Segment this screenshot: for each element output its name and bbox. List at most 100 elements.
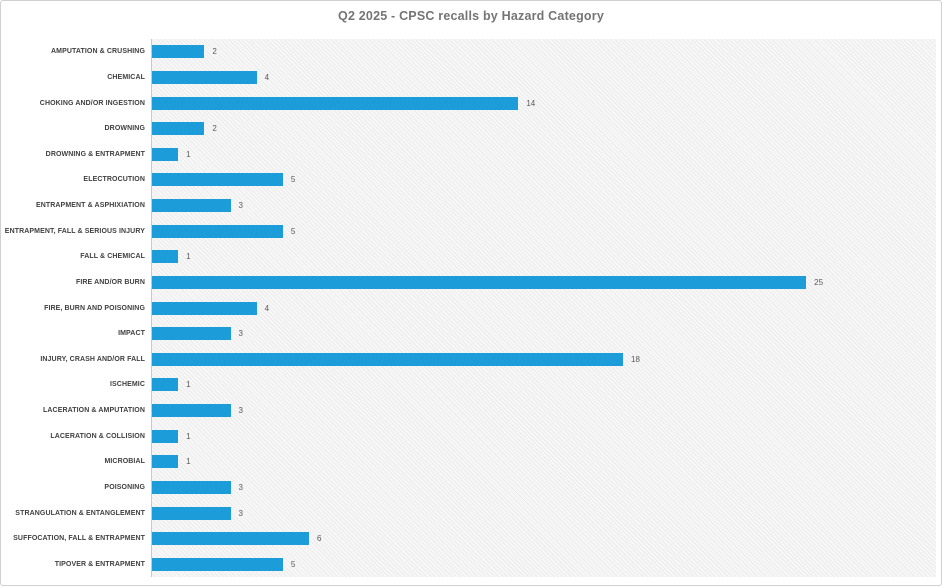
value-label: 4 xyxy=(264,72,270,82)
category-row: STRANGULATION & ENTANGLEMENT xyxy=(7,500,145,526)
category-row: TIPOVER & ENTRAPMENT xyxy=(7,552,145,578)
category-row: ENTRAPMENT & ASPHIXIATION xyxy=(7,193,145,219)
bar xyxy=(152,429,179,443)
bar xyxy=(152,557,283,571)
category-row: LACERATION & COLLISION xyxy=(7,423,145,449)
category-row: INJURY, CRASH AND/OR FALL xyxy=(7,347,145,373)
value-label: 1 xyxy=(186,252,191,262)
value-label: 3 xyxy=(238,508,243,518)
category-label: ENTRAPMENT, FALL & SERIOUS INJURY xyxy=(4,227,145,235)
chart-title: Q2 2025 - CPSC recalls by Hazard Categor… xyxy=(338,9,604,23)
bar xyxy=(152,96,519,110)
category-row: POISONING xyxy=(7,475,145,501)
category-row: FALL & CHEMICAL xyxy=(7,244,145,270)
value-label: 14 xyxy=(526,98,536,108)
category-label: FIRE AND/OR BURN xyxy=(75,278,145,286)
bar-row: 3 xyxy=(152,398,936,424)
bar-row: 1 xyxy=(152,142,936,168)
category-label: ELECTROCUTION xyxy=(83,176,145,184)
bar-row: 3 xyxy=(152,475,936,501)
category-row: FIRE, BURN AND POISONING xyxy=(7,295,145,321)
bar-row: 1 xyxy=(152,449,936,475)
bar xyxy=(152,70,257,84)
bar xyxy=(152,352,623,366)
bar-row: 3 xyxy=(152,500,936,526)
bar-row: 2 xyxy=(152,116,936,142)
bar-row: 1 xyxy=(152,244,936,270)
category-label: POISONING xyxy=(104,483,145,491)
value-label: 18 xyxy=(631,354,640,364)
bar xyxy=(152,122,205,136)
bar xyxy=(152,455,179,469)
bar-row: 25 xyxy=(152,270,936,296)
bar-row: 1 xyxy=(152,372,936,398)
plot-area: 2 4 14 2 1 5 3 5 1 25 4 3 18 1 3 1 1 3 3 6 5 xyxy=(151,39,936,577)
bar xyxy=(152,506,231,520)
category-row: ELECTROCUTION xyxy=(7,167,145,193)
bar xyxy=(152,250,179,264)
category-label: MICROBIAL xyxy=(104,458,145,466)
category-label: ENTRAPMENT & ASPHIXIATION xyxy=(35,202,145,210)
category-row: AMPUTATION & CRUSHING xyxy=(7,39,145,65)
bar xyxy=(152,327,231,341)
value-label: 3 xyxy=(238,406,243,416)
bar-row: 18 xyxy=(152,347,936,373)
value-label: 1 xyxy=(186,149,191,159)
bar xyxy=(152,45,205,59)
bar-row: 5 xyxy=(152,167,936,193)
category-label: FALL & CHEMICAL xyxy=(80,253,145,261)
category-row: DROWNING xyxy=(7,116,145,142)
bar xyxy=(152,532,309,546)
category-row: IMPACT xyxy=(7,321,145,347)
category-row: MICROBIAL xyxy=(7,449,145,475)
bar-row: 2 xyxy=(152,39,936,65)
value-label: 3 xyxy=(238,329,243,339)
category-label: CHOKING AND/OR INGESTION xyxy=(39,99,145,107)
value-label: 3 xyxy=(238,201,243,211)
bar xyxy=(152,173,283,187)
category-row: SUFFOCATION, FALL & ENTRAPMENT xyxy=(7,526,145,552)
value-label: 3 xyxy=(238,482,243,492)
category-axis: AMPUTATION & CRUSHING CHEMICAL CHOKING AND… xyxy=(4,39,145,578)
category-row: LACERATION & AMPUTATION xyxy=(7,398,145,424)
category-row: DROWNING & ENTRAPMENT xyxy=(7,142,145,168)
bar xyxy=(152,275,807,289)
bar-row: 4 xyxy=(152,65,936,91)
bar-row: 14 xyxy=(152,90,936,116)
category-row: CHOKING AND/OR INGESTION xyxy=(7,90,145,116)
category-label: ISCHEMIC xyxy=(109,381,145,389)
category-label: FIRE, BURN AND POISONING xyxy=(44,304,145,312)
bar xyxy=(152,199,231,213)
category-row: CHEMICAL xyxy=(7,65,145,91)
value-label: 1 xyxy=(186,431,191,441)
bar-row: 5 xyxy=(152,552,936,578)
value-label: 2 xyxy=(212,47,217,57)
value-label: 5 xyxy=(290,226,296,236)
bar-row: 5 xyxy=(152,218,936,244)
category-label: TIPOVER & ENTRAPMENT xyxy=(54,560,145,568)
category-row: FIRE AND/OR BURN xyxy=(7,270,145,296)
category-label: IMPACT xyxy=(118,330,145,338)
bar-row: 6 xyxy=(152,526,936,552)
value-label: 4 xyxy=(264,303,270,313)
category-label: DROWNING xyxy=(104,125,145,133)
value-label: 2 xyxy=(212,124,217,134)
bar-row: 3 xyxy=(152,193,936,219)
category-label: STRANGULATION & ENTANGLEMENT xyxy=(15,509,145,517)
category-label: CHEMICAL xyxy=(107,73,145,81)
value-label: 6 xyxy=(317,534,322,544)
value-label: 5 xyxy=(290,175,296,185)
category-label: AMPUTATION & CRUSHING xyxy=(50,48,145,56)
category-label: LACERATION & AMPUTATION xyxy=(43,407,145,415)
bar xyxy=(152,404,231,418)
value-label: 25 xyxy=(814,277,824,287)
category-label: DROWNING & ENTRAPMENT xyxy=(45,150,145,158)
value-label: 5 xyxy=(290,559,296,569)
bar xyxy=(152,480,231,494)
bar xyxy=(152,378,179,392)
value-label: 1 xyxy=(186,380,191,390)
bar-row: 4 xyxy=(152,295,936,321)
bar-row: 1 xyxy=(152,423,936,449)
category-row: ENTRAPMENT, FALL & SERIOUS INJURY xyxy=(4,218,145,244)
